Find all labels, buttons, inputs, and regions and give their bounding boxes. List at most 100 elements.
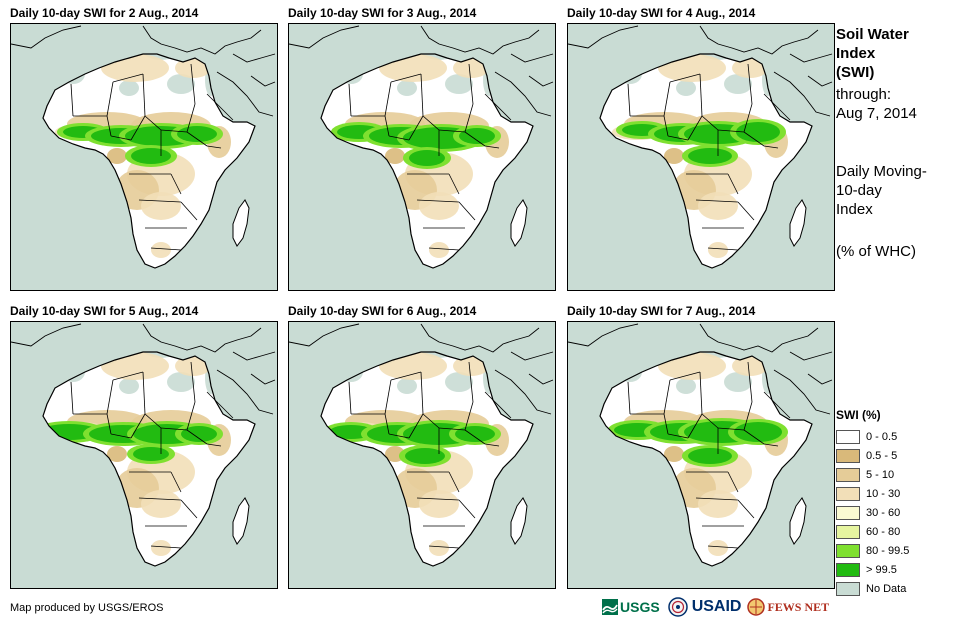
country-border	[737, 201, 755, 221]
country-border	[727, 471, 739, 493]
madagascar	[232, 497, 250, 545]
swi-region	[141, 192, 181, 220]
legend-label: 60 - 80	[866, 525, 901, 538]
country-border	[743, 401, 753, 431]
country-border	[464, 401, 474, 431]
country-border	[699, 371, 703, 415]
country-border	[106, 115, 112, 137]
swi-region	[453, 58, 489, 78]
panel-title: Daily 10-day SWI for 3 Aug., 2014	[288, 6, 477, 20]
swi-region	[445, 74, 473, 94]
swi-region	[419, 490, 459, 518]
swi-region-saturated	[177, 126, 217, 142]
panel-title: Daily 10-day SWI for 6 Aug., 2014	[288, 304, 477, 318]
legend-label: > 99.5	[866, 563, 897, 576]
legend-swatch	[836, 467, 860, 482]
agency-logos: USGS USAID FEWS NET	[602, 594, 829, 620]
country-border	[458, 201, 476, 221]
country-border	[763, 443, 779, 447]
swi-region	[664, 446, 684, 462]
swi-region	[397, 378, 417, 394]
legend-swatch	[836, 505, 860, 520]
country-border	[110, 433, 132, 439]
neighbor-coastline	[510, 351, 554, 361]
panel-title: Daily 10-day SWI for 4 Aug., 2014	[567, 6, 756, 20]
swi-region-saturated	[133, 447, 169, 461]
legend-item: 30 - 60	[836, 503, 909, 522]
country-border	[186, 103, 196, 133]
country-border	[384, 115, 390, 137]
country-border	[420, 371, 424, 415]
neighbor-coastline	[789, 351, 833, 361]
country-border	[142, 73, 146, 117]
country-border	[186, 401, 196, 431]
country-border	[763, 391, 791, 419]
country-border	[186, 131, 208, 147]
country-border	[206, 93, 234, 121]
country-border	[464, 103, 474, 133]
country-border	[438, 129, 466, 133]
country-border	[701, 115, 719, 131]
country-border	[112, 73, 144, 83]
swi-region	[419, 192, 459, 220]
country-border	[420, 73, 424, 117]
coastline	[599, 53, 813, 269]
country-border	[390, 371, 422, 381]
fews-net-logo: FEWS NET	[747, 598, 829, 616]
country-border	[70, 381, 74, 415]
coastline	[320, 53, 534, 269]
swi-region-saturated	[736, 122, 780, 142]
country-border	[667, 135, 689, 141]
country-border	[106, 413, 112, 435]
swi-region-saturated	[181, 426, 217, 442]
africa-map-svg	[568, 24, 834, 290]
neighbor-coastline	[11, 25, 82, 49]
africa-map	[10, 321, 278, 589]
neighbor-coastline	[232, 53, 276, 63]
africa-map-svg	[11, 322, 277, 588]
country-border	[727, 173, 739, 195]
neighbor-coastline	[773, 369, 831, 415]
neighbor-coastline	[142, 25, 262, 55]
legend-swatch	[836, 429, 860, 444]
map-panel-aug-7: Daily 10-day SWI for 7 Aug., 2014	[567, 304, 835, 589]
map-panel-aug-3: Daily 10-day SWI for 3 Aug., 2014	[288, 6, 556, 291]
country-border	[663, 413, 669, 435]
panel-title: Daily 10-day SWI for 5 Aug., 2014	[10, 304, 199, 318]
country-border	[699, 73, 703, 117]
panel-title: Daily 10-day SWI for 7 Aug., 2014	[567, 304, 756, 318]
swi-region	[107, 446, 127, 462]
country-border	[448, 471, 460, 493]
africa-map-svg	[11, 24, 277, 290]
country-border	[110, 135, 132, 141]
country-border	[663, 81, 671, 117]
usgs-wave-icon	[602, 599, 618, 615]
swi-region	[724, 372, 752, 392]
country-border	[180, 499, 198, 519]
swi-region	[724, 74, 752, 94]
legend-item: 60 - 80	[836, 522, 909, 541]
country-border	[458, 499, 476, 519]
country-border	[695, 199, 739, 203]
country-border	[464, 429, 486, 445]
madagascar	[232, 199, 250, 247]
country-border	[416, 497, 460, 501]
neighbor-coastline	[807, 75, 833, 87]
swi-fill-layer	[608, 352, 802, 556]
country-border	[150, 545, 182, 549]
swi-region	[664, 148, 684, 164]
unit-label: (% of WHC)	[836, 243, 916, 260]
country-border	[743, 103, 753, 133]
country-border	[484, 145, 500, 149]
country-border	[206, 443, 222, 447]
swi-region	[119, 378, 139, 394]
neighbor-coastline	[232, 351, 276, 361]
usaid-seal-icon	[667, 597, 688, 617]
country-border	[150, 247, 182, 251]
legend-label: 10 - 30	[866, 487, 901, 500]
neighbor-coastline	[568, 25, 639, 49]
neighbor-coastline	[807, 373, 833, 385]
legend-swatch	[836, 562, 860, 577]
neighbor-coastline	[494, 71, 552, 117]
swi-region-saturated	[405, 448, 445, 464]
